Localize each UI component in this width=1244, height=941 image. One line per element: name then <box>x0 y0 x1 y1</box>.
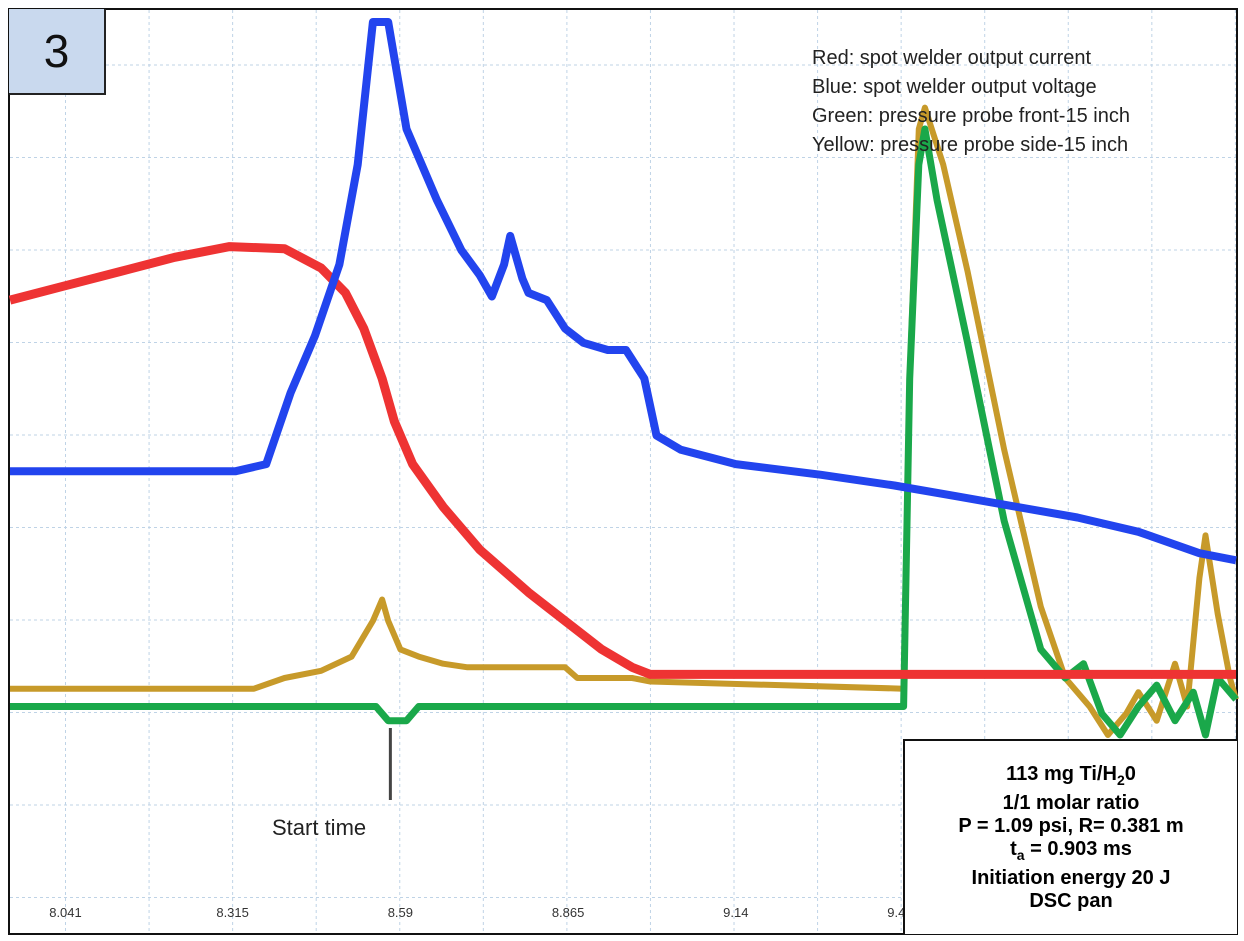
series-line-green <box>10 125 1239 739</box>
start-time-label: Start time <box>272 815 367 840</box>
x-tick-label-3: 8.865 <box>552 905 585 920</box>
legend: Red: spot welder output current Blue: sp… <box>812 44 1130 160</box>
info-arrival-time: ta = 0.903 ms <box>1010 837 1132 863</box>
experiment-info-box: 113 mg Ti/H20 1/1 molar ratio P = 1.09 p… <box>903 739 1237 934</box>
series-line-yellow <box>10 104 1239 738</box>
legend-entry-yellow: Yellow: pressure probe side-15 inch <box>812 134 1129 156</box>
panel-number-badge: 3 <box>9 9 106 95</box>
legend-entry-red: Red: spot welder output current <box>812 47 1092 69</box>
info-container: DSC pan <box>1029 889 1113 912</box>
x-tick-label-0: 8.041 <box>49 905 82 920</box>
info-molar-ratio: 1/1 molar ratio <box>1002 791 1140 814</box>
x-tick-label-1: 8.315 <box>216 905 249 920</box>
series-line-blue <box>10 18 1237 565</box>
info-pressure-radius: P = 1.09 psi, R= 0.381 m <box>958 814 1184 837</box>
info-sample-mass: 113 mg Ti/H20 <box>1006 762 1136 788</box>
grid-lines <box>10 10 1236 933</box>
x-tick-label-4: 9.14 <box>723 905 748 920</box>
x-tick-label-2: 8.59 <box>388 905 413 920</box>
series-line-red <box>8 242 1236 679</box>
legend-entry-blue: Blue: spot welder output voltage <box>812 76 1097 98</box>
info-initiation-energy: Initiation energy 20 J <box>971 866 1171 889</box>
series-group <box>8 18 1239 739</box>
legend-entry-green: Green: pressure probe front-15 inch <box>812 105 1130 127</box>
